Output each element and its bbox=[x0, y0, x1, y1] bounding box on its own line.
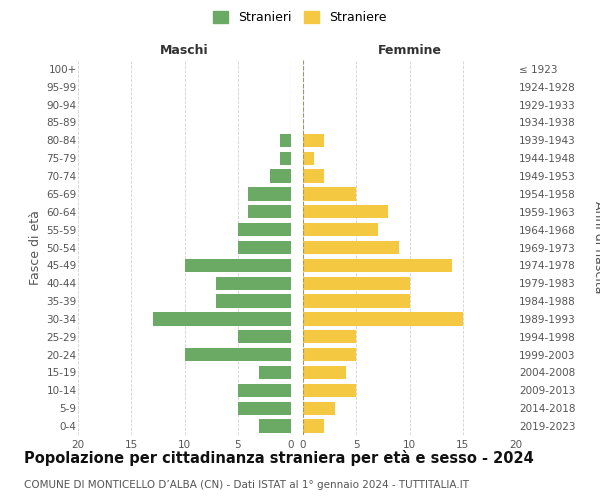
Y-axis label: Anni di nascita: Anni di nascita bbox=[592, 201, 600, 294]
Bar bbox=[303, 170, 325, 183]
Bar bbox=[303, 223, 377, 236]
Bar bbox=[248, 187, 291, 200]
Bar bbox=[238, 330, 291, 344]
Bar bbox=[259, 366, 291, 379]
Bar bbox=[152, 312, 291, 326]
Bar bbox=[303, 152, 314, 165]
Bar bbox=[303, 134, 325, 147]
Bar bbox=[303, 205, 388, 218]
Y-axis label: Fasce di età: Fasce di età bbox=[29, 210, 42, 285]
Bar bbox=[185, 348, 291, 362]
Bar bbox=[270, 170, 291, 183]
Bar bbox=[185, 258, 291, 272]
Bar bbox=[238, 223, 291, 236]
Bar bbox=[280, 152, 291, 165]
Bar bbox=[303, 384, 356, 397]
Bar bbox=[238, 384, 291, 397]
Title: Maschi: Maschi bbox=[160, 44, 209, 58]
Bar bbox=[303, 348, 356, 362]
Bar bbox=[303, 241, 399, 254]
Bar bbox=[259, 420, 291, 433]
Bar bbox=[303, 276, 410, 290]
Text: Popolazione per cittadinanza straniera per età e sesso - 2024: Popolazione per cittadinanza straniera p… bbox=[24, 450, 534, 466]
Bar bbox=[280, 134, 291, 147]
Bar bbox=[238, 402, 291, 415]
Bar bbox=[303, 402, 335, 415]
Title: Femmine: Femmine bbox=[377, 44, 442, 58]
Bar bbox=[303, 420, 325, 433]
Legend: Stranieri, Straniere: Stranieri, Straniere bbox=[208, 6, 392, 29]
Bar bbox=[303, 187, 356, 200]
Bar bbox=[248, 205, 291, 218]
Bar bbox=[303, 330, 356, 344]
Text: COMUNE DI MONTICELLO D’ALBA (CN) - Dati ISTAT al 1° gennaio 2024 - TUTTITALIA.IT: COMUNE DI MONTICELLO D’ALBA (CN) - Dati … bbox=[24, 480, 469, 490]
Bar bbox=[303, 312, 463, 326]
Bar bbox=[303, 258, 452, 272]
Bar bbox=[217, 294, 291, 308]
Bar bbox=[303, 294, 410, 308]
Bar bbox=[303, 366, 346, 379]
Bar bbox=[217, 276, 291, 290]
Bar bbox=[238, 241, 291, 254]
